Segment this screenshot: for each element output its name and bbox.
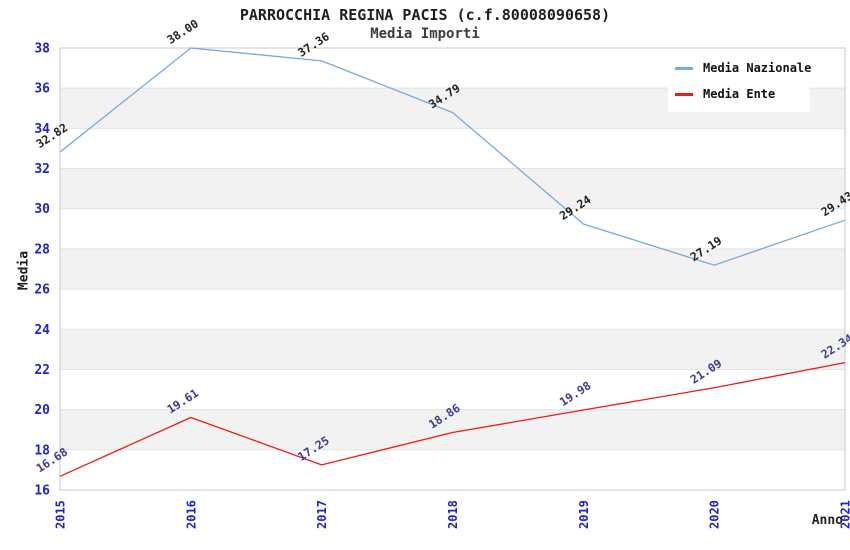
legend-label: Media Nazionale <box>703 61 812 75</box>
data-point-label: 38.00 <box>164 16 201 47</box>
legend-line-swatch <box>675 66 693 70</box>
x-tick-label: 2015 <box>54 500 68 529</box>
plot-band <box>60 329 845 370</box>
x-tick-label: 2016 <box>184 500 198 529</box>
x-tick-label: 2018 <box>446 500 460 529</box>
legend-item: Media Ente <box>668 81 810 107</box>
y-tick-label: 36 <box>34 82 50 97</box>
y-tick-label: 34 <box>34 122 50 137</box>
series-line-nazionale <box>59 47 846 266</box>
y-tick-label: 32 <box>34 162 50 177</box>
y-tick-label: 20 <box>34 403 50 418</box>
legend-item: Media Nazionale <box>668 55 812 81</box>
y-tick-label: 22 <box>34 363 50 378</box>
plot-border <box>59 47 846 491</box>
x-tick-label: 2021 <box>839 500 850 529</box>
legend-line-swatch <box>675 92 693 96</box>
y-tick-label: 16 <box>34 484 50 499</box>
plot-band <box>60 248 845 290</box>
chart-subtitle: Media Importi <box>370 26 480 42</box>
y-tick-label: 28 <box>34 242 50 257</box>
legend: Media Nazionale Media Ente <box>668 50 812 112</box>
legend-label: Media Ente <box>703 87 776 101</box>
y-tick-label: 38 <box>34 42 50 57</box>
x-tick-label: 2020 <box>708 500 722 529</box>
x-tick-label: 2019 <box>577 500 591 529</box>
y-tick-label: 30 <box>34 202 50 217</box>
series-line-ente <box>59 361 846 477</box>
plot-band <box>60 369 845 410</box>
plot-band <box>60 449 845 490</box>
plot-band <box>60 409 845 450</box>
y-axis-title: Media <box>16 250 32 291</box>
y-tick-label: 26 <box>34 283 50 298</box>
plot-band <box>60 208 845 249</box>
y-tick-label: 24 <box>34 323 50 338</box>
y-tick-label: 18 <box>34 443 50 458</box>
plot-band <box>60 289 845 330</box>
x-tick-label: 2017 <box>315 500 329 529</box>
plot-band <box>60 128 845 169</box>
x-axis-title: Anno <box>811 513 843 528</box>
chart-title: PARROCCHIA REGINA PACIS (c.f.80008090658… <box>239 6 611 24</box>
plot-band <box>60 168 845 209</box>
